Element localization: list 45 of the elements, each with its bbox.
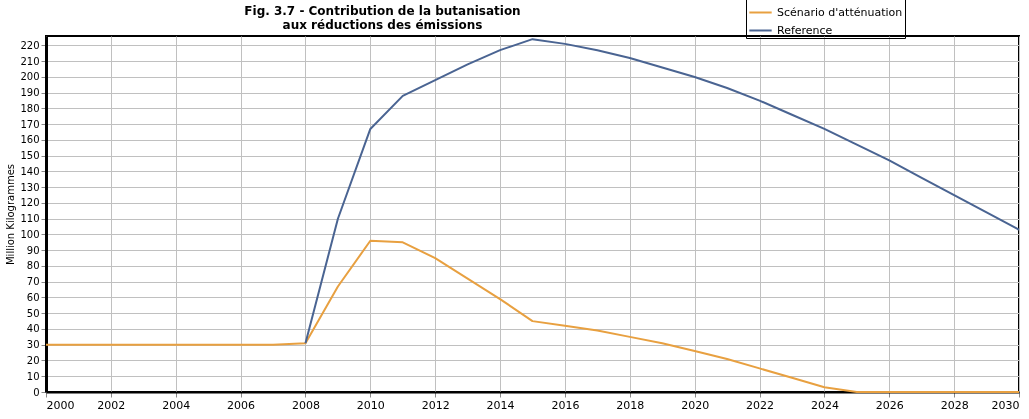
x-tick-label: 2020	[681, 398, 710, 412]
text: Fig. 3.7 - Contribution de la butanisation	[244, 4, 521, 18]
x-tick-label: 2016	[551, 398, 580, 412]
text: aux réductions des émissions	[282, 18, 483, 32]
y-tick-label: 50	[26, 307, 40, 319]
x-tick-label: 2014	[486, 398, 515, 412]
line-series	[304, 38, 1020, 345]
y-tick-label: 160	[20, 134, 40, 146]
y-tick-label: 90	[26, 244, 40, 256]
y-tick-label: 190	[20, 87, 40, 99]
x-tick-label: 2010	[356, 398, 385, 412]
y-tick-label: 30	[26, 339, 40, 351]
y-tick-label: 120	[20, 197, 40, 209]
y-tick-label: 150	[20, 150, 40, 162]
y-tick-label: 220	[20, 39, 40, 51]
y-tick-label: 210	[20, 55, 40, 67]
legend-label: Scénario d'atténuation	[777, 5, 903, 19]
y-tick-label: 170	[20, 118, 40, 130]
x-tick-label: 2030	[991, 398, 1020, 412]
y-tick-label: 10	[26, 370, 40, 382]
y-tick-label: 20	[26, 355, 40, 366]
x-tick-label: 2012	[421, 398, 450, 412]
x-tick-label: 2006	[227, 398, 256, 412]
x-tick-label: 2004	[162, 398, 191, 412]
legend-label: Reference	[777, 23, 833, 37]
x-tick-label: 2002	[97, 398, 126, 412]
y-tick-label: 0	[33, 386, 40, 398]
x-tick-label: 2000	[46, 398, 75, 412]
y-tick-label: 140	[20, 165, 40, 177]
y-axis-title: Million Kilogrammes	[5, 163, 17, 266]
y-tick-label: 40	[26, 323, 40, 335]
x-tick-label: 2028	[940, 398, 969, 412]
x-tick-label: 2026	[875, 398, 904, 412]
y-tick-label: 180	[20, 102, 40, 114]
y-tick-label: 200	[20, 71, 40, 83]
y-tick-label: 70	[26, 276, 40, 288]
y-tick-label: 100	[20, 228, 40, 240]
y-tick-label: 80	[26, 260, 40, 272]
x-tick-label: 2008	[291, 398, 320, 412]
y-tick-label: 110	[20, 213, 40, 225]
x-tick-label: 2022	[746, 398, 775, 412]
x-tick-label: 2018	[616, 398, 645, 412]
y-tick-label: 130	[20, 181, 40, 193]
x-tick-label: 2024	[810, 398, 839, 412]
y-tick-label: 60	[26, 291, 40, 303]
